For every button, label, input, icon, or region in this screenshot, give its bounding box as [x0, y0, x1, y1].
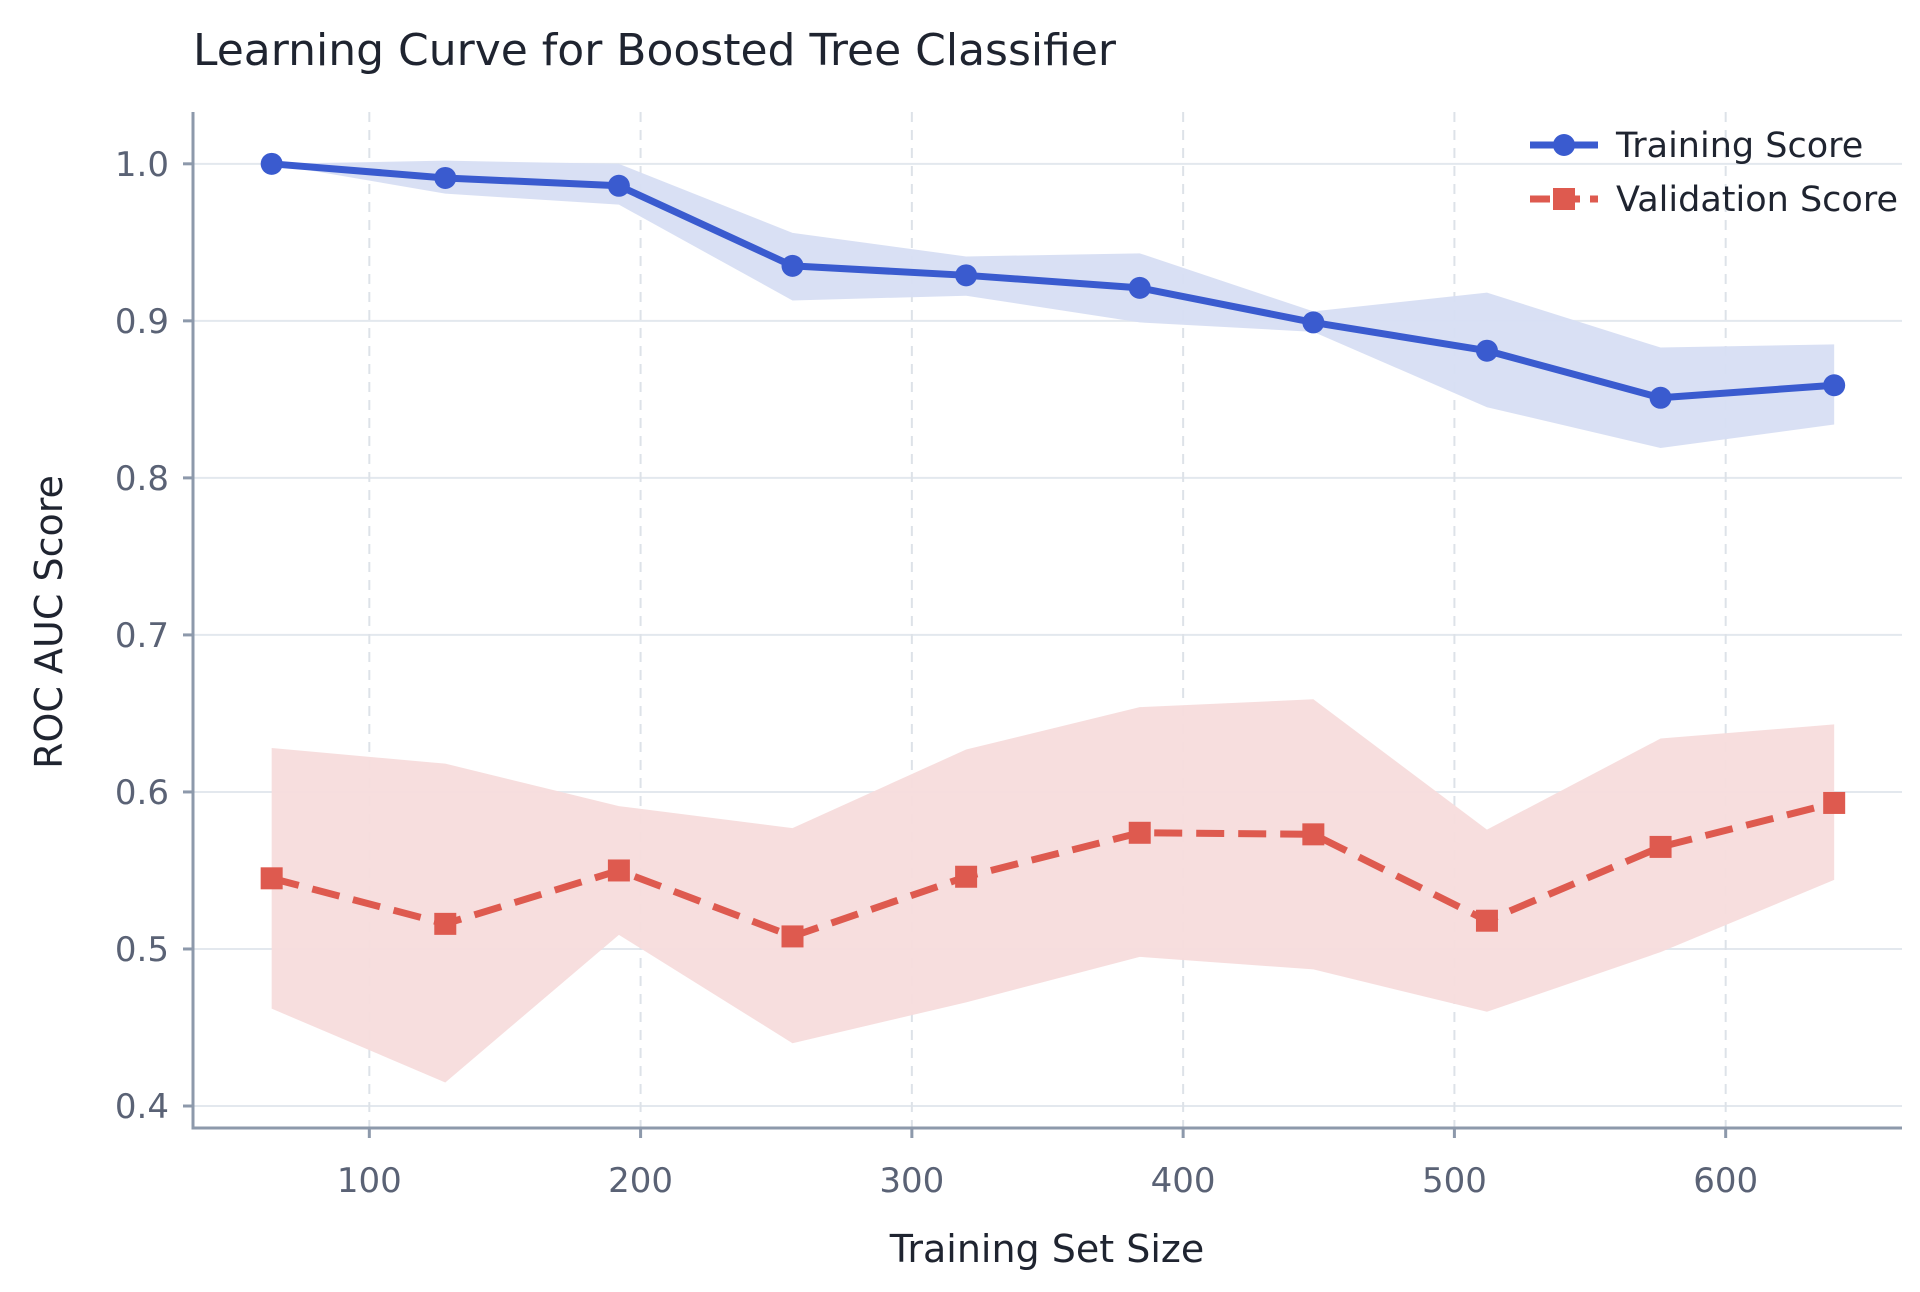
validation-score-point	[1649, 835, 1672, 858]
series-lines	[270, 160, 1836, 940]
legend-label-validation-score: Validation Score	[1616, 180, 1898, 220]
y-tick-label: 0.6	[115, 773, 169, 813]
y-tick-label: 0.9	[115, 302, 169, 342]
validation-score-point	[1823, 791, 1846, 814]
validation-score-point	[1302, 823, 1325, 846]
x-tick-label: 500	[1422, 1161, 1487, 1201]
axis-spine	[191, 112, 1902, 1130]
validation-score-point	[1128, 821, 1151, 844]
validation-score-point	[260, 867, 283, 890]
validation-score-point	[607, 859, 630, 882]
legend-marker-validation-score	[1553, 188, 1575, 210]
training-score-band	[271, 160, 1835, 449]
validation-score-band	[271, 699, 1835, 1083]
y-tick-label: 0.5	[115, 930, 169, 970]
y-tick-label: 0.8	[115, 459, 169, 499]
confidence-bands	[271, 160, 1835, 1083]
training-score-point	[607, 174, 630, 197]
y-axis-label: ROC AUC Score	[27, 475, 71, 769]
training-score-point	[955, 264, 978, 287]
x-axis-label: Training Set Size	[889, 1227, 1205, 1271]
training-score-point	[434, 166, 457, 189]
legend-marker-training-score	[1553, 134, 1575, 156]
training-score-point	[1823, 374, 1846, 397]
validation-score-point	[434, 912, 457, 935]
training-score-point	[1302, 311, 1325, 334]
chart-title: Learning Curve for Boosted Tree Classifi…	[193, 25, 1117, 76]
x-tick-label: 600	[1693, 1161, 1758, 1201]
series-markers	[260, 152, 1846, 948]
training-score-point	[781, 254, 804, 277]
axes	[183, 112, 1902, 1138]
training-score-line	[271, 160, 1835, 402]
training-score-point	[1649, 386, 1672, 409]
validation-score-line	[270, 799, 1836, 940]
training-score-point	[1475, 339, 1498, 362]
legend: Training Score Validation Score	[1530, 126, 1898, 220]
x-tick-label: 400	[1151, 1161, 1216, 1201]
tick-labels: 0.4 0.5 0.6 0.7 0.8 0.9 1.0 100 200 300 400 500 600	[115, 145, 1758, 1201]
x-tick-label: 100	[337, 1161, 402, 1201]
y-tick-label: 0.7	[115, 616, 169, 656]
x-tick-label: 300	[879, 1161, 944, 1201]
legend-label-training-score: Training Score	[1615, 126, 1863, 166]
validation-score-point	[955, 865, 978, 888]
training-score-point	[1128, 276, 1151, 299]
y-tick-label: 0.4	[115, 1087, 169, 1127]
validation-score-point	[781, 925, 804, 948]
y-tick-label: 1.0	[115, 145, 169, 185]
validation-score-point	[1475, 909, 1498, 932]
x-tick-label: 200	[608, 1161, 673, 1201]
training-score-point	[260, 152, 283, 175]
